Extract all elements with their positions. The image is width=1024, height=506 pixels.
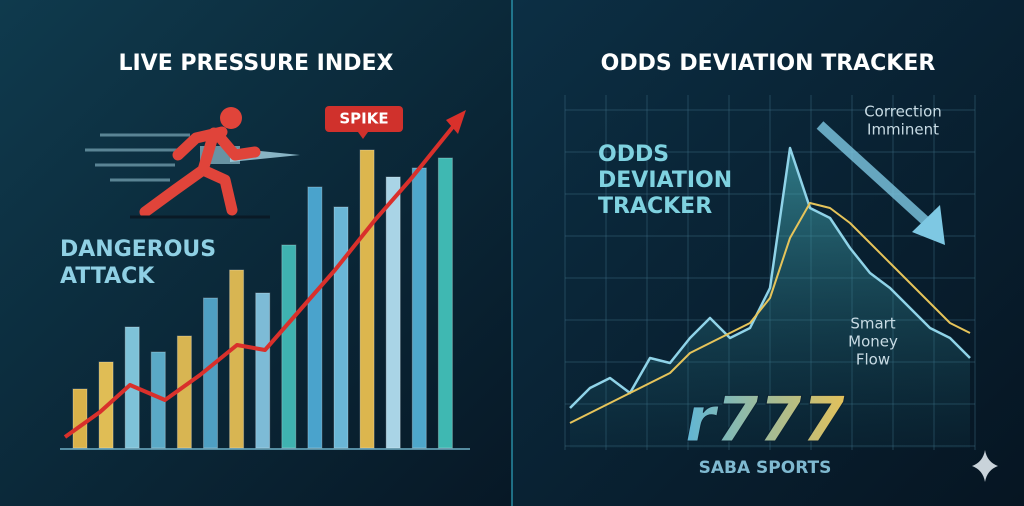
tracker-label: ODDS <box>598 142 669 167</box>
chart-title: LIVE PRESSURE INDEX <box>118 51 393 76</box>
smart-money-label: Flow <box>856 351 890 369</box>
bar <box>359 149 375 449</box>
bar <box>229 269 245 449</box>
annotation: SPIKE <box>339 110 388 128</box>
bar <box>255 292 271 449</box>
spike-badge <box>325 106 403 132</box>
series-line <box>569 146 971 409</box>
bar <box>307 186 323 449</box>
spike-pointer <box>358 132 368 139</box>
sparkle-icon <box>972 450 998 482</box>
brand-subtitle: SABA SPORTS <box>699 458 832 478</box>
bar <box>411 167 427 449</box>
bar <box>333 206 349 449</box>
brand-logo: r777 <box>685 383 846 456</box>
bar <box>437 157 453 449</box>
series-line <box>569 202 971 424</box>
bar <box>72 388 88 449</box>
runner-icon <box>85 107 300 219</box>
attack-label: DANGEROUS <box>60 237 216 262</box>
correction-arrow <box>816 121 934 229</box>
tracker-label: DEVIATION <box>598 168 732 193</box>
tracker-label: TRACKER <box>598 194 712 219</box>
bar <box>385 176 401 449</box>
attack-label: ATTACK <box>60 264 155 289</box>
correction-arrowhead <box>912 205 945 245</box>
correction-label: Correction <box>864 103 942 121</box>
correction-label: Imminent <box>867 121 939 139</box>
smart-money-label: Smart <box>850 315 895 333</box>
smart-money-label: Money <box>848 333 898 351</box>
trend-line <box>63 116 462 439</box>
trend-arrowhead <box>446 110 466 134</box>
chart-title: ODDS DEVIATION TRACKER <box>601 51 936 76</box>
bar <box>281 244 297 449</box>
